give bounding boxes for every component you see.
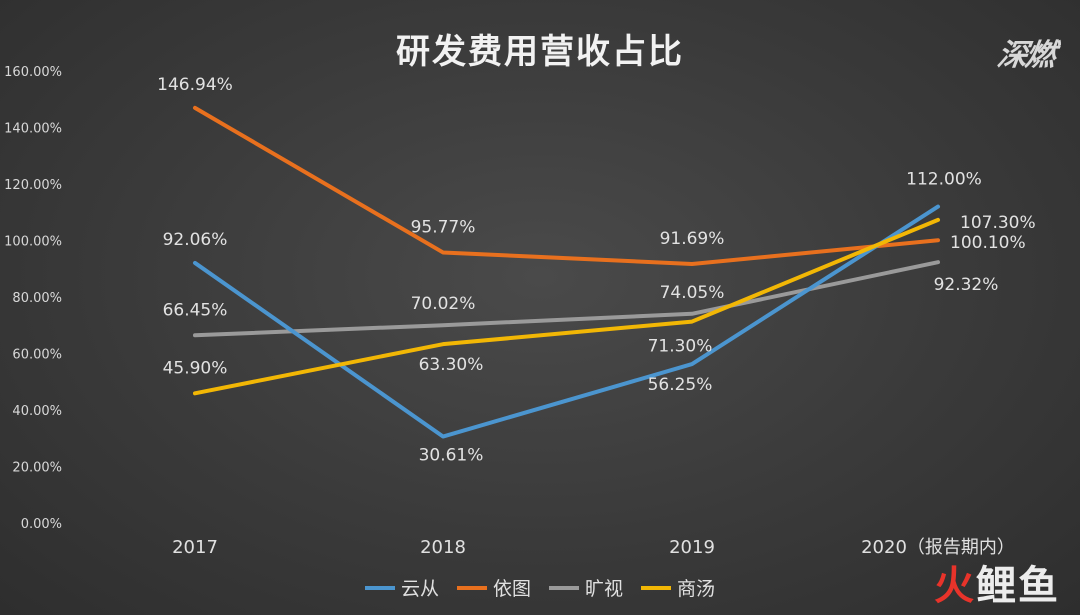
- data-label: 92.32%: [934, 275, 999, 295]
- logo-text-white: 鲤鱼: [976, 563, 1060, 609]
- legend-item: 依图: [456, 574, 531, 601]
- x-category-label: 2019: [669, 537, 715, 558]
- series-line-2: [193, 105, 940, 266]
- legend-label: 商汤: [677, 578, 716, 600]
- data-label: 74.05%: [660, 283, 725, 303]
- legend-label: 依图: [492, 578, 531, 600]
- data-label: 91.69%: [660, 229, 725, 249]
- logo-text-red: 火: [934, 563, 976, 609]
- data-label: 66.45%: [163, 300, 228, 320]
- data-label: 30.61%: [419, 446, 484, 466]
- legend-label: 旷视: [585, 578, 624, 600]
- data-label: 107.30%: [960, 213, 1036, 233]
- y-tick-label: 80.00%: [12, 291, 62, 306]
- brand-logo-bottom: 火鲤鱼: [934, 553, 1060, 611]
- y-tick-label: 0.00%: [21, 517, 62, 532]
- legend-swatch: [641, 585, 672, 590]
- data-label: 92.06%: [163, 230, 228, 250]
- x-category-label: 2017: [172, 537, 218, 558]
- data-label: 95.77%: [411, 217, 476, 237]
- y-tick-label: 140.00%: [4, 122, 62, 137]
- data-label: 146.94%: [157, 75, 233, 95]
- legend-label: 云从: [400, 578, 439, 600]
- chart-legend: 云从 依图 旷视 商汤: [0, 574, 1080, 601]
- legend-swatch: [364, 585, 395, 590]
- x-category-label: 2018: [420, 537, 466, 558]
- legend-swatch: [456, 585, 487, 590]
- legend-item: 商汤: [641, 574, 715, 601]
- legend-item: 旷视: [549, 574, 623, 601]
- data-label: 63.30%: [419, 355, 484, 375]
- y-tick-label: 40.00%: [12, 404, 62, 419]
- legend-item: 云从: [364, 574, 439, 601]
- legend-swatch: [549, 585, 579, 590]
- x-category-label: 2020（报告期内）: [861, 537, 1015, 558]
- data-label: 112.00%: [906, 170, 982, 190]
- series-line-4: [193, 217, 940, 396]
- data-label: 100.10%: [950, 233, 1026, 253]
- data-label: 56.25%: [648, 375, 713, 395]
- chart-title: 研发费用营收占比: [396, 32, 684, 72]
- y-tick-label: 20.00%: [12, 461, 62, 476]
- y-tick-label: 60.00%: [12, 348, 62, 363]
- series-line-1: [193, 204, 940, 439]
- data-label: 71.30%: [648, 337, 713, 357]
- y-tick-label: 120.00%: [4, 178, 62, 193]
- brand-logo-top: 深燃: [995, 38, 1056, 73]
- series-line-3: [193, 260, 940, 338]
- y-tick-label: 160.00%: [4, 65, 62, 80]
- y-tick-label: 100.00%: [4, 235, 62, 250]
- data-label: 45.90%: [163, 358, 228, 378]
- data-label: 70.02%: [411, 294, 476, 314]
